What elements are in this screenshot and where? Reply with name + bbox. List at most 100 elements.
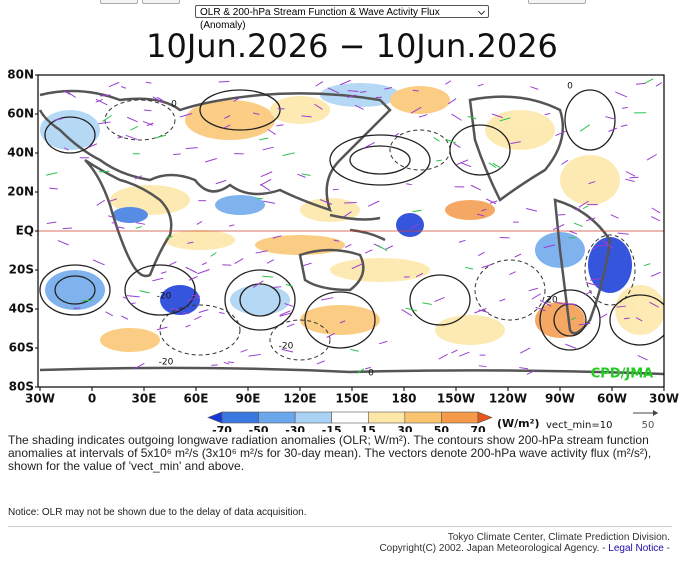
lon-label: 150E: [335, 392, 368, 406]
flux-vector: [142, 120, 153, 126]
flux-vector: [406, 183, 412, 186]
vector-note: vect_min=10: [546, 420, 612, 431]
flux-vector: [316, 360, 325, 365]
lat-label: 60N: [7, 107, 34, 121]
flux-vector: [477, 83, 484, 87]
flux-vector: [384, 86, 393, 90]
flux-vector: [187, 296, 200, 301]
flux-vector: [364, 249, 373, 254]
flux-vector: [156, 96, 163, 101]
flux-vector: [234, 258, 244, 265]
flux-vector: [445, 138, 457, 144]
flux-vector: [476, 213, 485, 217]
map-body: 0 0 -20 20 -20 0 -20 CPD/JMA: [38, 75, 664, 387]
flux-vector: [262, 275, 274, 278]
map-title: 10Jun.2026 − 10Jun.2026: [146, 27, 558, 65]
flux-vector: [342, 211, 352, 218]
flux-vector: [555, 130, 567, 136]
flux-vector: [252, 280, 264, 288]
flux-vector: [411, 223, 420, 229]
flux-vector: [115, 225, 125, 229]
flux-vector: [368, 200, 380, 207]
lon-label: 30E: [132, 392, 157, 406]
lon-label: 120E: [283, 392, 316, 406]
footer-copyright-line: Copyright(C) 2002. Japan Meteorological …: [379, 543, 670, 554]
flux-vector: [46, 172, 58, 176]
flux-vector: [259, 137, 269, 141]
flux-vector: [651, 216, 661, 222]
vector-reference: 50: [642, 420, 655, 431]
flux-vector: [558, 213, 566, 216]
flux-vector: [635, 317, 643, 322]
flux-vector: [565, 343, 577, 349]
colorbar-swatch: [331, 411, 369, 424]
colorbar-swatch: [294, 411, 333, 424]
legal-notice-link[interactable]: Legal Notice: [608, 543, 664, 554]
lon-label: 30W: [25, 392, 55, 406]
flux-vector: [152, 96, 165, 104]
flux-vector: [315, 81, 324, 87]
flux-vector: [623, 317, 630, 320]
flux-vector: [53, 117, 63, 121]
flux-vector: [339, 79, 352, 86]
flux-vector: [646, 153, 657, 161]
flux-vector: [121, 315, 129, 320]
flux-vector: [412, 209, 422, 213]
flux-vector: [599, 313, 608, 319]
flux-vector: [526, 208, 538, 212]
flux-vector: [321, 297, 334, 301]
flux-vector: [492, 162, 502, 169]
flux-vector: [223, 124, 231, 129]
flux-vector: [49, 187, 58, 190]
flux-vector: [240, 349, 248, 353]
flux-vector: [650, 271, 661, 277]
lat-label: 40N: [7, 146, 34, 160]
flux-vector: [98, 121, 111, 125]
tab-button[interactable]: [528, 0, 586, 4]
flux-vector: [467, 115, 477, 120]
flux-vector: [196, 221, 203, 225]
map-figure: 10Jun.2026 − 10Jun.2026: [7, 27, 679, 432]
flux-vector: [365, 366, 371, 370]
flux-vector: [255, 250, 268, 254]
flux-vector: [62, 227, 73, 230]
flux-vector: [218, 311, 225, 315]
flux-vector: [273, 286, 282, 288]
notice: Notice: OLR may not be shown due to the …: [8, 507, 307, 518]
tab-button[interactable]: [142, 0, 180, 4]
flux-vector: [117, 136, 124, 139]
flux-vector: [297, 173, 306, 178]
flux-vector: [260, 183, 271, 191]
flux-vector: [301, 173, 311, 176]
lon-label: 150W: [437, 392, 475, 406]
flux-vector: [578, 200, 589, 208]
lon-label: 90W: [545, 392, 575, 406]
lat-label: 60S: [9, 341, 34, 355]
flux-vector: [354, 104, 364, 110]
colorbar-label: 30: [397, 424, 413, 432]
flux-vector: [608, 127, 618, 132]
flux-vector: [617, 232, 629, 235]
flux-vector: [204, 158, 217, 163]
flux-vector: [544, 112, 551, 116]
flux-vector: [451, 113, 462, 121]
flux-vector: [111, 222, 117, 224]
flux-vector: [169, 261, 177, 266]
flux-vector: [182, 311, 190, 315]
product-select[interactable]: OLR & 200-hPa Stream Function & Wave Act…: [195, 5, 489, 31]
footer: Tokyo Climate Center, Climate Prediction…: [379, 532, 670, 554]
flux-vector: [286, 323, 295, 328]
flux-vector: [185, 147, 198, 150]
flux-vector: [96, 199, 106, 206]
flux-vector: [528, 287, 539, 292]
flux-vector: [276, 124, 284, 127]
tab-button[interactable]: [100, 0, 138, 4]
flux-vector: [422, 302, 432, 305]
flux-vector: [434, 297, 445, 303]
flux-vector: [405, 307, 418, 312]
flux-vector: [556, 301, 566, 306]
flux-vector: [332, 188, 339, 191]
